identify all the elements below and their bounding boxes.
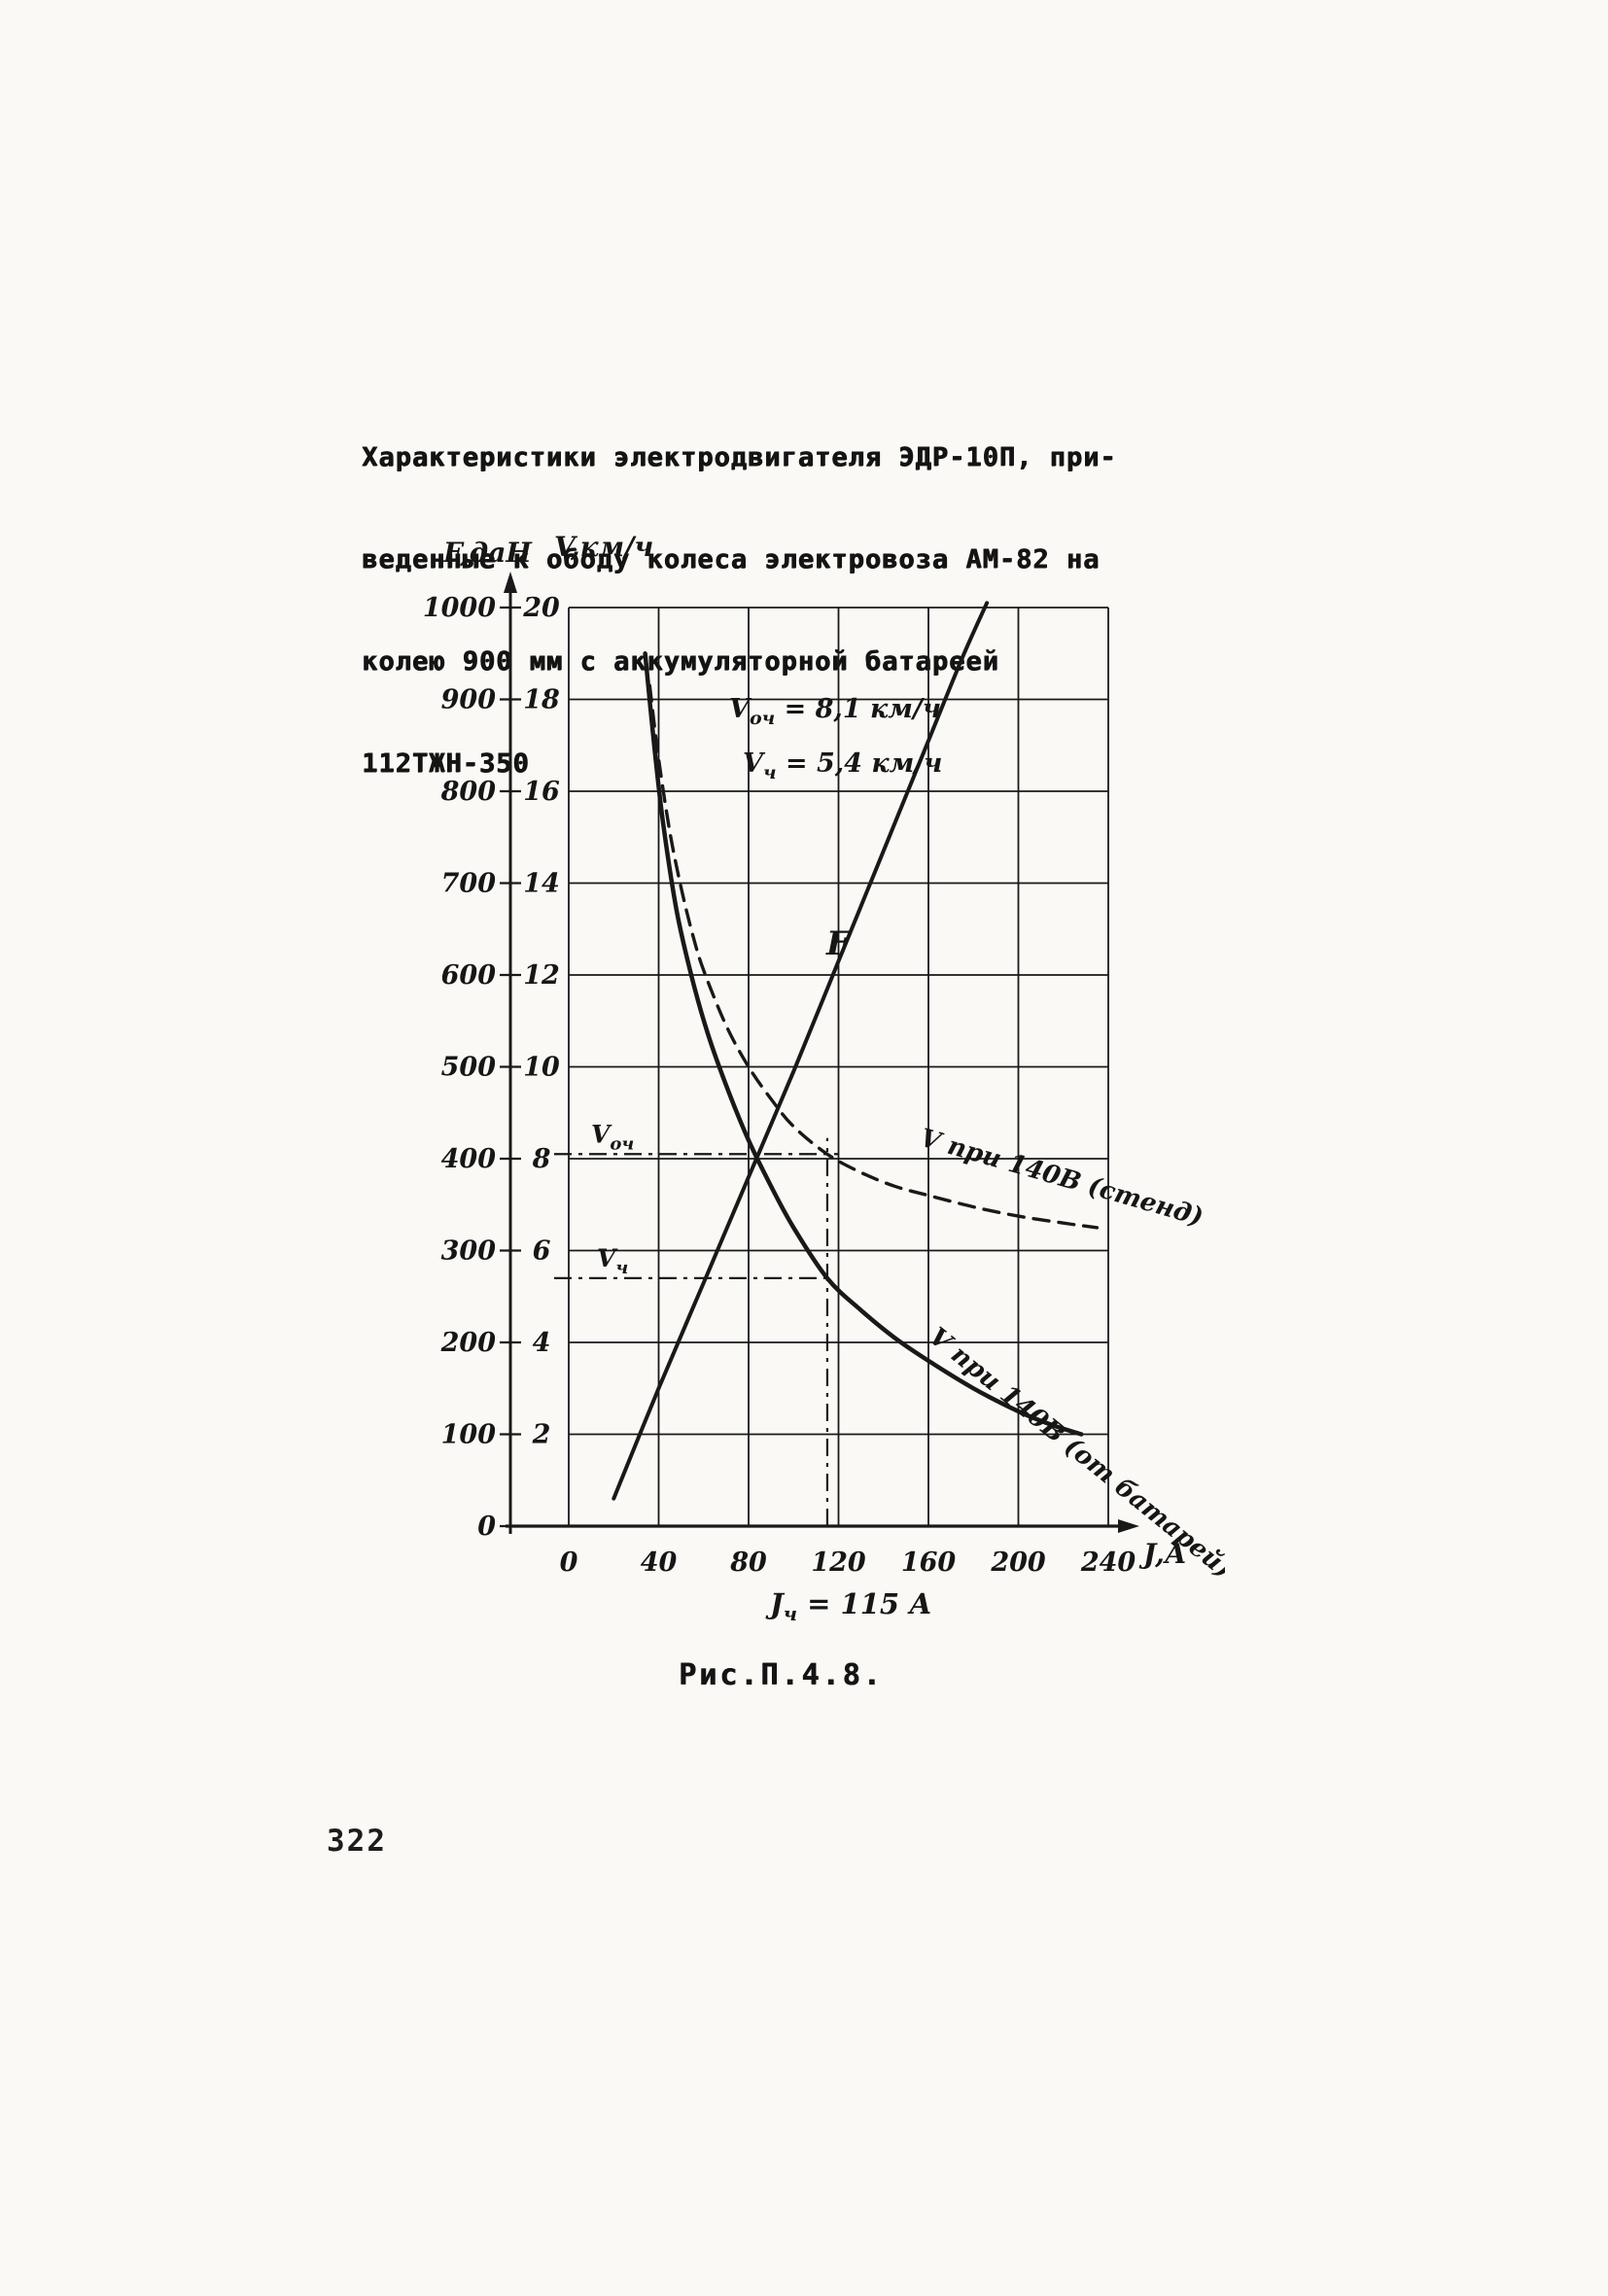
title-line: веденные к ободу колеса электровоза АМ-8… [362,544,1101,574]
chart-curves [612,601,1100,1501]
chart-tick-labels: 0100200300400500600700800900100024681012… [423,531,1187,1578]
svg-text:40: 40 [641,1548,678,1578]
svg-text:400: 400 [441,1144,497,1174]
svg-text:F: F [825,924,853,963]
svg-text:800: 800 [440,777,497,807]
svg-text:4: 4 [533,1328,551,1358]
series-V-stend-curve [647,683,1100,1230]
svg-text:Vч = 5,4 км/ч: Vч = 5,4 км/ч [743,748,942,783]
svg-text:18: 18 [523,685,560,715]
series-V-battery-curve [643,651,1084,1437]
svg-text:V при 140В (стенд): V при 140В (стенд) [917,1124,1206,1233]
page-number: 322 [327,1824,387,1859]
figure: 0 100 200 300 400 500 600 700 800 900 1000 2 4 6 8 10 12… [408,515,1225,1701]
svg-text:160: 160 [901,1548,957,1578]
svg-text:200: 200 [990,1548,1046,1578]
svg-text:200: 200 [440,1328,497,1358]
svg-text:900: 900 [441,685,497,715]
svg-text:Jч = 115 А: Jч = 115 А [765,1587,932,1625]
figure-caption: Рис.П.4.8. [679,1658,884,1692]
svg-text:240: 240 [1080,1548,1136,1578]
svg-text:V,км/ч: V,км/ч [554,531,653,563]
svg-text:700: 700 [441,869,497,899]
title-line: колею 900 мм с аккумуляторной батареей [362,646,999,677]
svg-text:300: 300 [441,1236,497,1267]
svg-text:Vоч: Vоч [591,1120,634,1154]
series-F-curve [612,601,990,1501]
svg-text:80: 80 [729,1548,767,1578]
svg-text:0: 0 [560,1548,578,1578]
svg-text:16: 16 [523,777,560,807]
svg-text:600: 600 [441,960,497,991]
svg-text:120: 120 [811,1548,866,1578]
svg-text:Vч: Vч [597,1244,628,1278]
figure-svg: 0100200300400500600700800900100024681012… [423,531,1225,1625]
document-title: Характеристики электродвигателя ЭДР-10П,… [362,372,1198,849]
svg-text:500: 500 [441,1053,497,1083]
chart-axes [500,572,1139,1534]
title-line: Характеристики электродвигателя ЭДР-10П,… [362,442,1117,472]
chart-guides: Vоч Vч [554,1120,839,1526]
svg-text:100: 100 [441,1420,497,1450]
chart-annotations: Vоч = 8,1 км/ч Vч = 5,4 км/ч F V при 140В (… [729,694,1225,1625]
svg-text:12: 12 [523,960,560,991]
chart-grid [568,607,1109,1526]
svg-text:20: 20 [522,593,560,623]
svg-text:10: 10 [523,1053,560,1083]
svg-text:14: 14 [523,869,560,899]
svg-text:0: 0 [477,1512,496,1542]
svg-text:2: 2 [532,1420,551,1450]
svg-text:J,А: J,А [1138,1538,1187,1570]
svg-text:V при 140В (от батарей): V при 140В (от батарей) [924,1322,1225,1584]
svg-text:1000: 1000 [423,593,496,623]
svg-text:8: 8 [532,1144,551,1174]
svg-text:F,даН: F,даН [442,537,533,569]
svg-text:6: 6 [533,1236,551,1267]
svg-text:Vоч = 8,1 км/ч: Vоч = 8,1 км/ч [729,694,941,729]
title-line: 112ТЖН-350 [362,748,530,779]
